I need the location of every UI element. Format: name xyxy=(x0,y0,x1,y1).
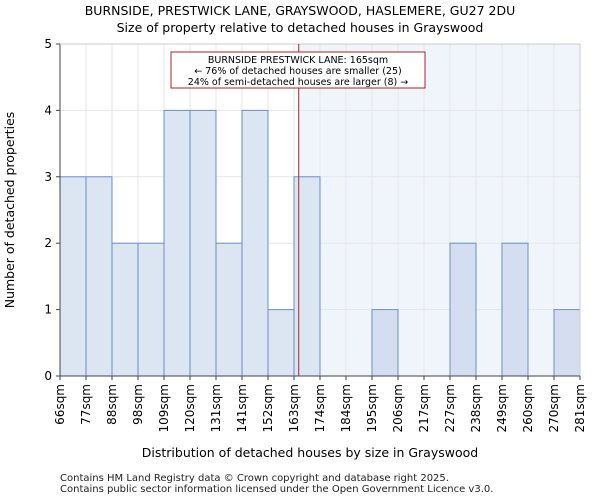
bar xyxy=(553,309,581,377)
larger-property-region xyxy=(298,44,580,376)
y-tick-label: 1 xyxy=(44,303,52,317)
bar xyxy=(189,109,217,377)
bar xyxy=(215,242,243,377)
y-tick-label: 3 xyxy=(44,170,52,184)
y-tick-label: 0 xyxy=(44,369,52,383)
bar xyxy=(241,109,269,377)
histogram-chart: 0 1 2 3 4 5 66sqm 77sqm 88sqm 98sqm 109sqm 120sqm 1… xyxy=(2,37,587,460)
x-tick-label: 260sqm xyxy=(521,384,535,432)
title-line-1: BURNSIDE, PRESTWICK LANE, GRAYSWOOD, HAS… xyxy=(84,3,516,18)
y-tick-label: 5 xyxy=(44,37,52,51)
bar xyxy=(449,242,477,377)
x-tick-label: 270sqm xyxy=(547,384,561,432)
annotation-line-1: BURNSIDE PRESTWICK LANE: 165sqm xyxy=(208,55,388,66)
x-tick-label: 206sqm xyxy=(391,384,405,432)
x-tick-label: 109sqm xyxy=(157,384,171,432)
bar xyxy=(111,242,139,377)
footer-attribution: Contains HM Land Registry data © Crown c… xyxy=(60,473,493,495)
x-tick-label: 66sqm xyxy=(53,384,67,425)
x-tick-label: 88sqm xyxy=(105,384,119,425)
y-tick-label: 4 xyxy=(44,103,52,117)
x-tick-label: 131sqm xyxy=(209,384,223,432)
x-tick-label: 217sqm xyxy=(417,384,431,432)
x-tick-label: 227sqm xyxy=(443,384,457,432)
bar xyxy=(85,176,113,377)
bar xyxy=(501,242,529,377)
x-tick-label: 174sqm xyxy=(313,384,327,432)
x-tick-label: 238sqm xyxy=(469,384,483,432)
y-axis-label: Number of detached properties xyxy=(2,112,17,309)
bar xyxy=(59,176,87,377)
annotation-line-3: 24% of semi-detached houses are larger (… xyxy=(188,77,408,88)
bar xyxy=(163,109,191,377)
footer-line-1: Contains HM Land Registry data © Crown c… xyxy=(60,473,449,484)
bar xyxy=(137,242,165,377)
x-tick-label: 249sqm xyxy=(495,384,509,432)
x-tick-label: 141sqm xyxy=(235,384,249,432)
annotation-line-2: ← 76% of detached houses are smaller (25… xyxy=(194,66,401,77)
bar xyxy=(371,309,399,377)
annotation-box: BURNSIDE PRESTWICK LANE: 165sqm ← 76% of… xyxy=(170,51,426,89)
x-tick-label: 98sqm xyxy=(131,384,145,425)
x-tick-label: 77sqm xyxy=(79,384,93,425)
x-tick-label: 184sqm xyxy=(339,384,353,432)
x-tick-label: 195sqm xyxy=(365,384,379,432)
x-tick-label: 163sqm xyxy=(287,384,301,432)
x-tick-label: 120sqm xyxy=(183,384,197,432)
x-axis: 66sqm 77sqm 88sqm 98sqm 109sqm 120sqm 131sqm 14… xyxy=(53,375,587,432)
annotation-border xyxy=(170,51,426,89)
x-tick-label: 152sqm xyxy=(261,384,275,432)
y-tick-label: 2 xyxy=(44,236,52,250)
bar xyxy=(267,309,295,377)
bar xyxy=(293,176,321,377)
chart-title: BURNSIDE, PRESTWICK LANE, GRAYSWOOD, HAS… xyxy=(0,2,600,36)
x-tick-label: 281sqm xyxy=(573,384,587,432)
y-axis: 0 1 2 3 4 5 xyxy=(44,37,581,383)
title-line-2: Size of property relative to detached ho… xyxy=(116,20,484,35)
x-axis-label: Distribution of detached houses by size … xyxy=(142,445,478,460)
footer-line-2: Contains public sector information licen… xyxy=(60,484,494,495)
